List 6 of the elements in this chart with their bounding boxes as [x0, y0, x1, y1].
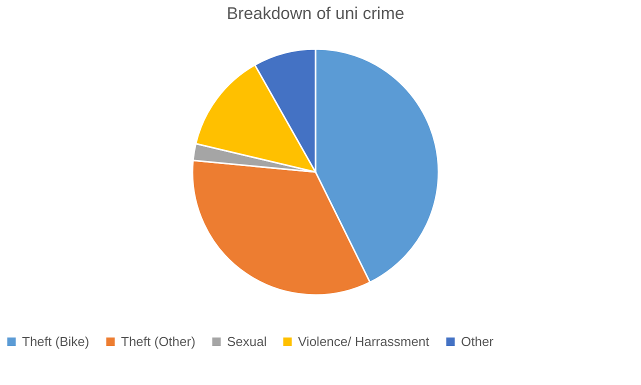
legend-label: Theft (Bike): [22, 334, 90, 349]
legend-label: Sexual: [227, 334, 267, 349]
legend-label: Other: [461, 334, 494, 349]
chart-title: Breakdown of uni crime: [226, 4, 404, 23]
legend-label: Theft (Other): [121, 334, 196, 349]
legend-label: Violence/ Harrassment: [298, 334, 430, 349]
